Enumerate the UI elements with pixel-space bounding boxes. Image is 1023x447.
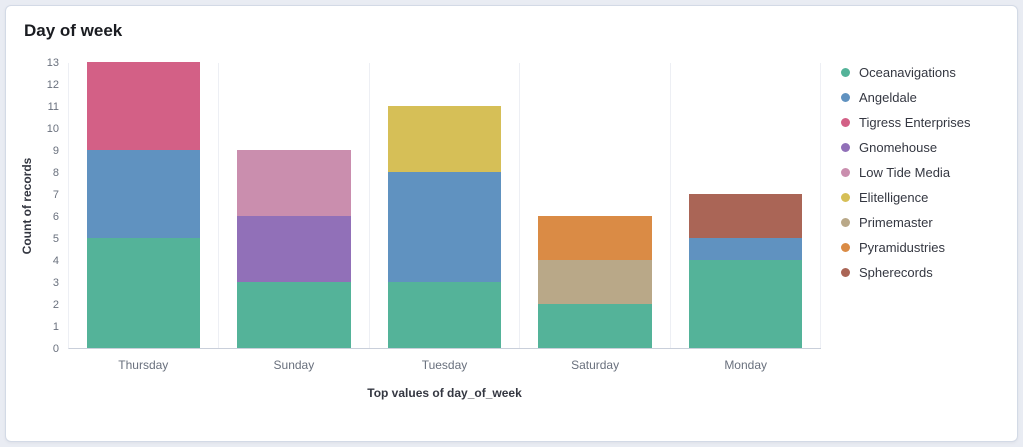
bar-segment-saturday-oceanavigations[interactable] <box>538 304 652 348</box>
y-tick-label: 7 <box>52 189 59 201</box>
x-tick-label-saturday: Saturday <box>571 358 620 372</box>
y-tick-label: 4 <box>52 255 59 267</box>
bar-monday <box>688 194 803 348</box>
x-tick-label-sunday: Sunday <box>273 358 315 372</box>
panel-title: Day of week <box>24 21 123 40</box>
bar-slot-thursday <box>69 62 220 348</box>
bar-segment-tuesday-elitelligence[interactable] <box>387 106 502 172</box>
plot-area <box>68 62 822 349</box>
plot-column: 0 1 2 3 4 5 6 7 8 9 10 11 12 13 Thursday Sunday Tuesday… <box>38 57 822 400</box>
legend-swatch-icon <box>841 218 850 227</box>
x-tick-label-thursday: Thursday <box>118 358 169 372</box>
legend-swatch-icon <box>841 243 850 252</box>
y-tick-label: 13 <box>46 57 59 69</box>
bar-segment-thursday-oceanavigations[interactable] <box>86 238 201 348</box>
bar-slot-sunday <box>219 63 370 348</box>
legend-swatch-icon <box>841 93 850 102</box>
legend-swatch-icon <box>841 143 850 152</box>
legend-item-primemaster[interactable]: Primemaster <box>841 215 1003 230</box>
x-tick-label-tuesday: Tuesday <box>421 358 468 372</box>
bar-sunday <box>237 150 351 348</box>
y-axis-ticks: 0 1 2 3 4 5 6 7 8 9 10 11 12 13 <box>38 57 68 355</box>
y-axis-title-wrap: Count of records <box>16 63 38 349</box>
legend-label: Gnomehouse <box>859 140 938 155</box>
legend-label: Oceanavigations <box>859 65 956 80</box>
y-axis-title: Count of records <box>20 157 34 255</box>
bar-tuesday <box>387 106 502 348</box>
bar-segment-sunday-low-tide-media[interactable] <box>237 150 351 216</box>
legend-swatch-icon <box>841 268 850 277</box>
legend-item-spherecords[interactable]: Spherecords <box>841 265 1003 280</box>
legend-label: Angeldale <box>859 90 917 105</box>
legend-item-pyramidustries[interactable]: Pyramidustries <box>841 240 1003 255</box>
stacked-bar-chart: Count of records 0 1 2 3 4 5 6 7 8 9 10 11 12 13 Thur… <box>6 47 1017 400</box>
bar-segment-monday-angeldale[interactable] <box>688 238 803 260</box>
bar-segment-thursday-tigress-enterprises[interactable] <box>86 62 201 150</box>
y-tick-label: 9 <box>52 145 59 157</box>
bar-slot-tuesday <box>370 63 521 348</box>
legend-item-gnomehouse[interactable]: Gnomehouse <box>841 140 1003 155</box>
legend-swatch-icon <box>841 168 850 177</box>
y-tick-label: 6 <box>52 211 59 223</box>
legend-swatch-icon <box>841 193 850 202</box>
bar-slot-monday <box>671 63 822 348</box>
legend-swatch-icon <box>841 68 850 77</box>
bars-container <box>69 62 822 348</box>
bar-saturday <box>538 216 652 348</box>
legend-label: Tigress Enterprises <box>859 115 971 130</box>
legend-item-low-tide-media[interactable]: Low Tide Media <box>841 165 1003 180</box>
legend-item-oceanavigations[interactable]: Oceanavigations <box>841 65 1003 80</box>
legend-swatch-icon <box>841 118 850 127</box>
x-tick-label-monday: Monday <box>724 358 768 372</box>
y-tick-label: 11 <box>47 101 59 113</box>
legend-label: Pyramidustries <box>859 240 945 255</box>
bar-segment-thursday-angeldale[interactable] <box>86 150 201 238</box>
legend-label: Low Tide Media <box>859 165 951 180</box>
bar-segment-sunday-oceanavigations[interactable] <box>237 282 351 348</box>
bar-segment-monday-oceanavigations[interactable] <box>688 260 803 348</box>
legend-item-angeldale[interactable]: Angeldale <box>841 90 1003 105</box>
y-tick-label: 2 <box>52 299 59 311</box>
plot-row: 0 1 2 3 4 5 6 7 8 9 10 11 12 13 <box>38 57 822 355</box>
legend-item-tigress-enterprises[interactable]: Tigress Enterprises <box>841 115 1003 130</box>
bar-segment-tuesday-angeldale[interactable] <box>387 172 502 282</box>
x-axis-title: Top values of day_of_week <box>367 386 522 400</box>
bar-segment-saturday-pyramidustries[interactable] <box>538 216 652 260</box>
bar-segment-tuesday-oceanavigations[interactable] <box>387 282 502 348</box>
legend-item-elitelligence[interactable]: Elitelligence <box>841 190 1003 205</box>
y-tick-label: 12 <box>46 79 59 91</box>
legend-label: Spherecords <box>859 265 933 280</box>
y-tick-label: 8 <box>52 167 59 179</box>
y-tick-label: 1 <box>52 321 59 333</box>
y-tick-label: 10 <box>46 123 59 135</box>
bar-segment-monday-spherecords[interactable] <box>688 194 803 238</box>
y-tick-label: 3 <box>52 277 59 289</box>
bar-segment-saturday-primemaster[interactable] <box>538 260 652 304</box>
bar-slot-saturday <box>520 63 671 348</box>
legend-label: Elitelligence <box>859 190 929 205</box>
bar-thursday <box>86 62 201 348</box>
x-axis-labels: Thursday Sunday Tuesday Saturday Monday <box>68 349 821 372</box>
bar-segment-sunday-gnomehouse[interactable] <box>237 216 351 282</box>
legend: Oceanavigations Angeldale Tigress Enterpri… <box>821 65 1003 280</box>
legend-label: Primemaster <box>859 215 933 230</box>
y-tick-label: 0 <box>52 343 59 355</box>
y-tick-label: 5 <box>52 233 59 245</box>
